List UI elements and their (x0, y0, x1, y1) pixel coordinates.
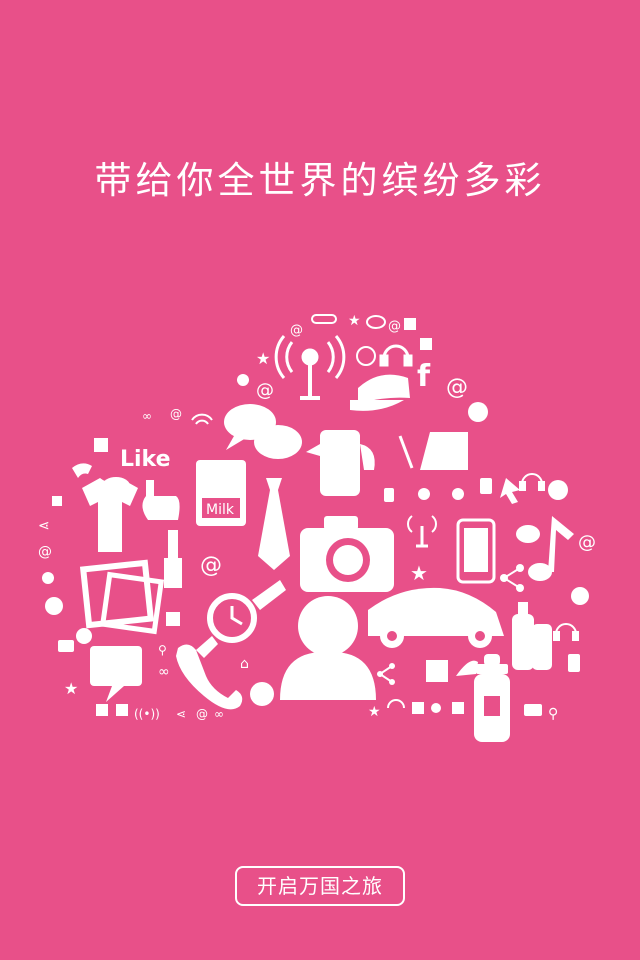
globe-icon (548, 480, 568, 500)
at-sign-icon: @ (388, 319, 401, 334)
camera-icon (300, 516, 394, 592)
like-icon: Like (120, 447, 171, 472)
speech-bubble-icon (90, 646, 142, 702)
paperclip-icon: ⚲ (548, 706, 558, 722)
smiley-icon (431, 703, 441, 713)
network-icon (452, 702, 464, 714)
headset-icon (554, 624, 578, 640)
network-icon (166, 612, 180, 626)
star-icon: ★ (410, 561, 428, 585)
network-icon (420, 338, 432, 350)
link-icon: ∞ (158, 664, 170, 680)
star-icon: ★ (256, 349, 270, 368)
cursor-arrow-icon (500, 478, 520, 504)
photos-icon (83, 563, 161, 631)
network-icon (412, 702, 424, 714)
person-icon (280, 596, 376, 700)
baby-stroller-icon (400, 432, 468, 500)
at-sign-icon: @ (196, 707, 208, 721)
mobile-icon (480, 478, 492, 494)
kettle-icon (306, 430, 375, 496)
at-sign-icon: @ (446, 375, 468, 400)
mobile-icon (568, 654, 580, 672)
chat-bubble-icon (58, 640, 74, 652)
share-icon: ⋖ (176, 707, 186, 721)
music-note-icon (456, 661, 478, 676)
wifi-icon (192, 415, 212, 424)
share-icon (500, 564, 524, 592)
chat-bubbles-icon (224, 404, 302, 459)
paperclip-icon: ⌂ (240, 656, 249, 672)
network-icon (404, 318, 416, 330)
at-sign-icon: @ (200, 553, 222, 578)
smartphone-icon (458, 520, 494, 582)
globe-icon (237, 374, 249, 386)
network-icon (96, 704, 108, 716)
network-icon (116, 704, 128, 716)
facebook-icon: f (417, 359, 431, 394)
share-icon (377, 663, 395, 685)
paperclip-icon (312, 315, 336, 323)
network-icon (426, 660, 448, 682)
star-icon: ★ (368, 704, 381, 720)
lotion-bottles-icon (512, 602, 552, 670)
at-sign-icon: @ (38, 544, 52, 560)
telephone-icon (176, 644, 242, 709)
svg-text:Like: Like (120, 447, 171, 472)
smiley-icon (357, 347, 375, 365)
radio-tower-icon (408, 516, 436, 546)
sms-icon (52, 496, 62, 506)
headset-icon (381, 346, 411, 365)
start-journey-button[interactable]: 开启万国之旅 (235, 866, 405, 906)
chat-bubble-icon (524, 704, 542, 716)
link-icon: ∞ (214, 707, 224, 721)
chat-bubble-icon (102, 477, 130, 495)
network-icon (94, 438, 108, 452)
at-sign-icon: @ (578, 532, 596, 553)
at-sign-icon: @ (170, 407, 182, 421)
pen-icon (384, 488, 394, 502)
smiley-icon (76, 628, 92, 644)
chat-bubble-icon (516, 525, 540, 543)
globe-icon (468, 402, 488, 422)
telephone-icon (72, 463, 92, 478)
globe-icon (250, 682, 274, 706)
milk-carton-icon: Milk (196, 460, 246, 526)
baseball-cap-icon (350, 375, 410, 411)
music-note-icon (528, 516, 574, 581)
necktie-icon (258, 478, 290, 570)
star-icon: ★ (64, 679, 78, 698)
globe-icon (45, 597, 63, 615)
share-icon: ⋖ (38, 518, 50, 534)
like-hand-icon (142, 480, 179, 520)
headset-icon (520, 474, 544, 490)
wristwatch-icon (196, 580, 286, 658)
cloud-illustration: @ ★ @ ★ @ f (0, 300, 640, 770)
baby-bottle-icon (474, 654, 510, 742)
at-sign-icon: @ (290, 323, 303, 338)
at-sign-icon: @ (256, 380, 274, 401)
paperclip-icon: ⚲ (158, 643, 167, 657)
lipstick-icon (164, 530, 182, 588)
radio-tower-icon (276, 336, 344, 398)
headline: 带给你全世界的缤纷多彩 (0, 150, 640, 204)
svg-text:Milk: Milk (206, 502, 235, 518)
chat-bubble-small-icon (367, 316, 385, 328)
link-icon: ∞ (142, 409, 152, 423)
star-icon: ★ (348, 313, 361, 329)
headset-icon (388, 700, 404, 708)
car-icon (368, 588, 504, 648)
radio-tower-icon: ((•)) (134, 707, 160, 721)
globe-icon (42, 572, 54, 584)
globe-icon (571, 587, 589, 605)
